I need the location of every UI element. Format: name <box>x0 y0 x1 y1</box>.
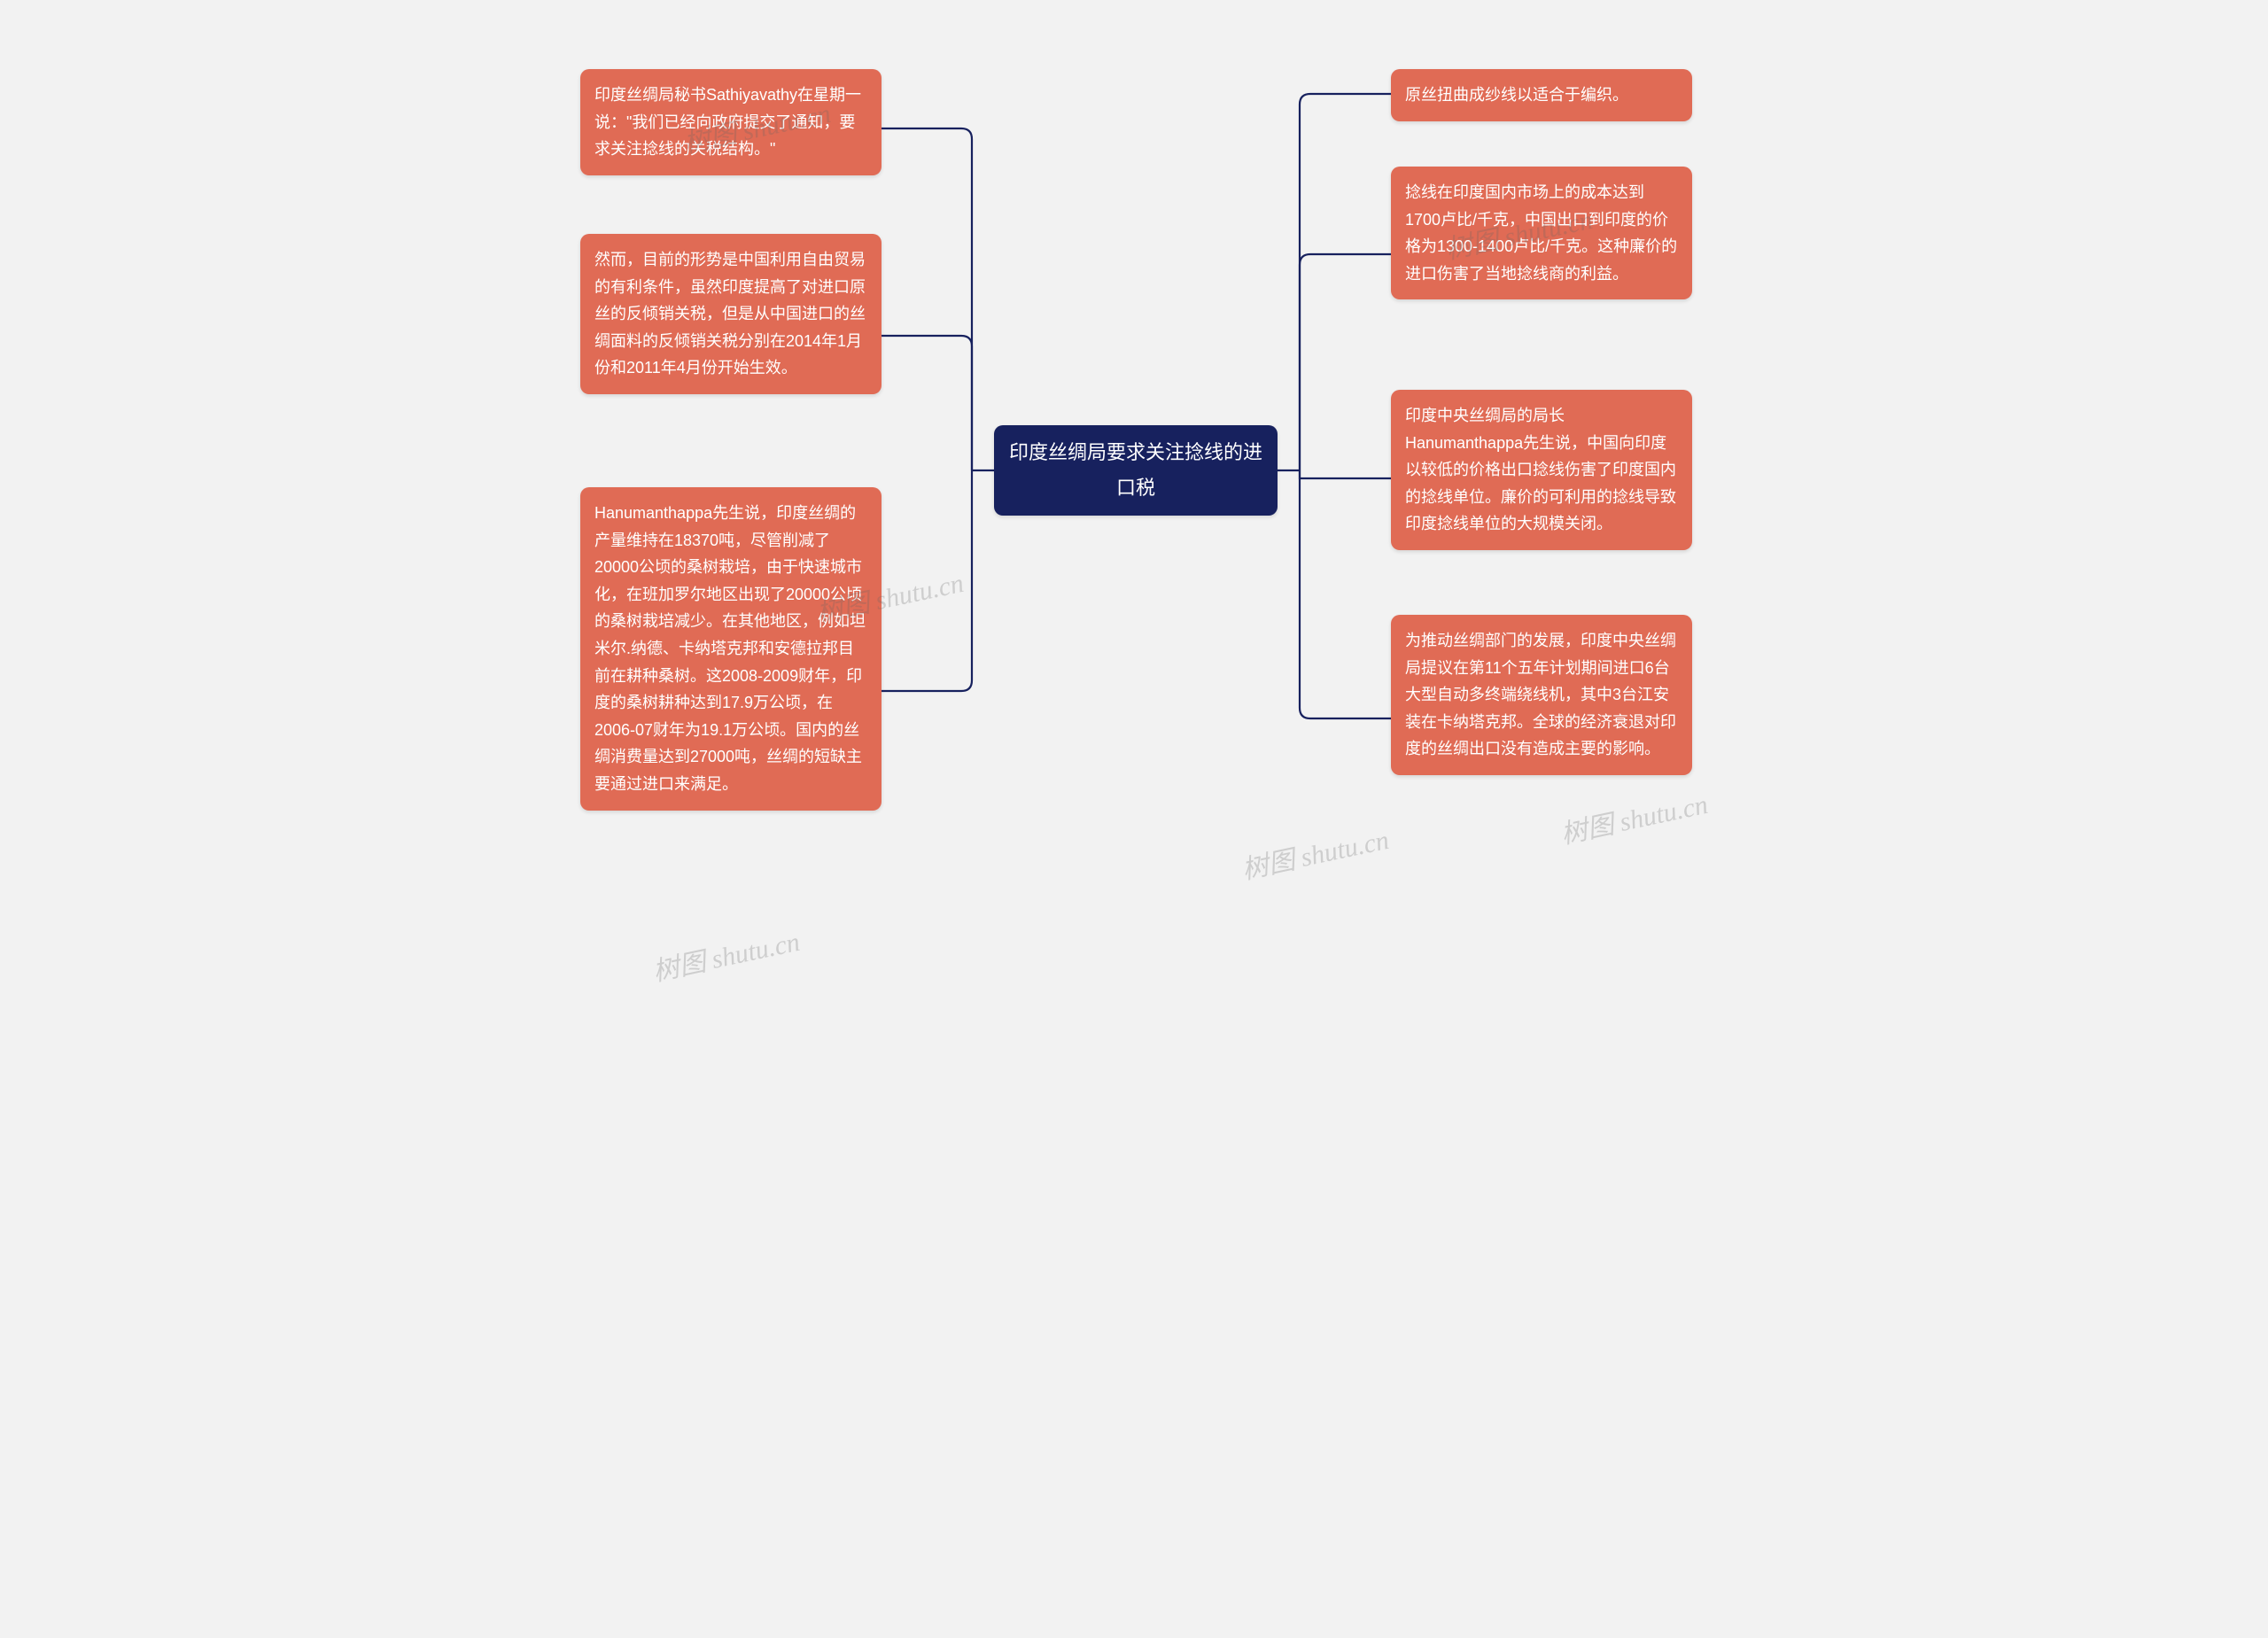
right-node-4: 为推动丝绸部门的发展，印度中央丝绸局提议在第11个五年计划期间进口6台大型自动多… <box>1391 615 1692 775</box>
left-node-3: Hanumanthappa先生说，印度丝绸的产量维持在18370吨，尽管削减了2… <box>580 487 882 811</box>
left-node-1: 印度丝绸局秘书Sathiyavathy在星期一说："我们已经向政府提交了通知，要… <box>580 69 882 175</box>
mindmap-container: 印度丝绸局要求关注捻线的进口税 印度丝绸局秘书Sathiyavathy在星期一说… <box>496 35 1772 1010</box>
left-node-2: 然而，目前的形势是中国利用自由贸易的有利条件，虽然印度提高了对进口原丝的反倾销关… <box>580 234 882 394</box>
right-node-3: 印度中央丝绸局的局长Hanumanthappa先生说，中国向印度以较低的价格出口… <box>1391 390 1692 550</box>
watermark: 树图 shutu.cn <box>1557 782 1711 851</box>
right-node-1: 原丝扭曲成纱线以适合于编织。 <box>1391 69 1692 121</box>
central-topic: 印度丝绸局要求关注捻线的进口税 <box>994 425 1278 516</box>
right-node-2: 捻线在印度国内市场上的成本达到1700卢比/千克，中国出口到印度的价格为1300… <box>1391 167 1692 299</box>
watermark: 树图 shutu.cn <box>649 920 803 989</box>
watermark: 树图 shutu.cn <box>1238 818 1392 887</box>
